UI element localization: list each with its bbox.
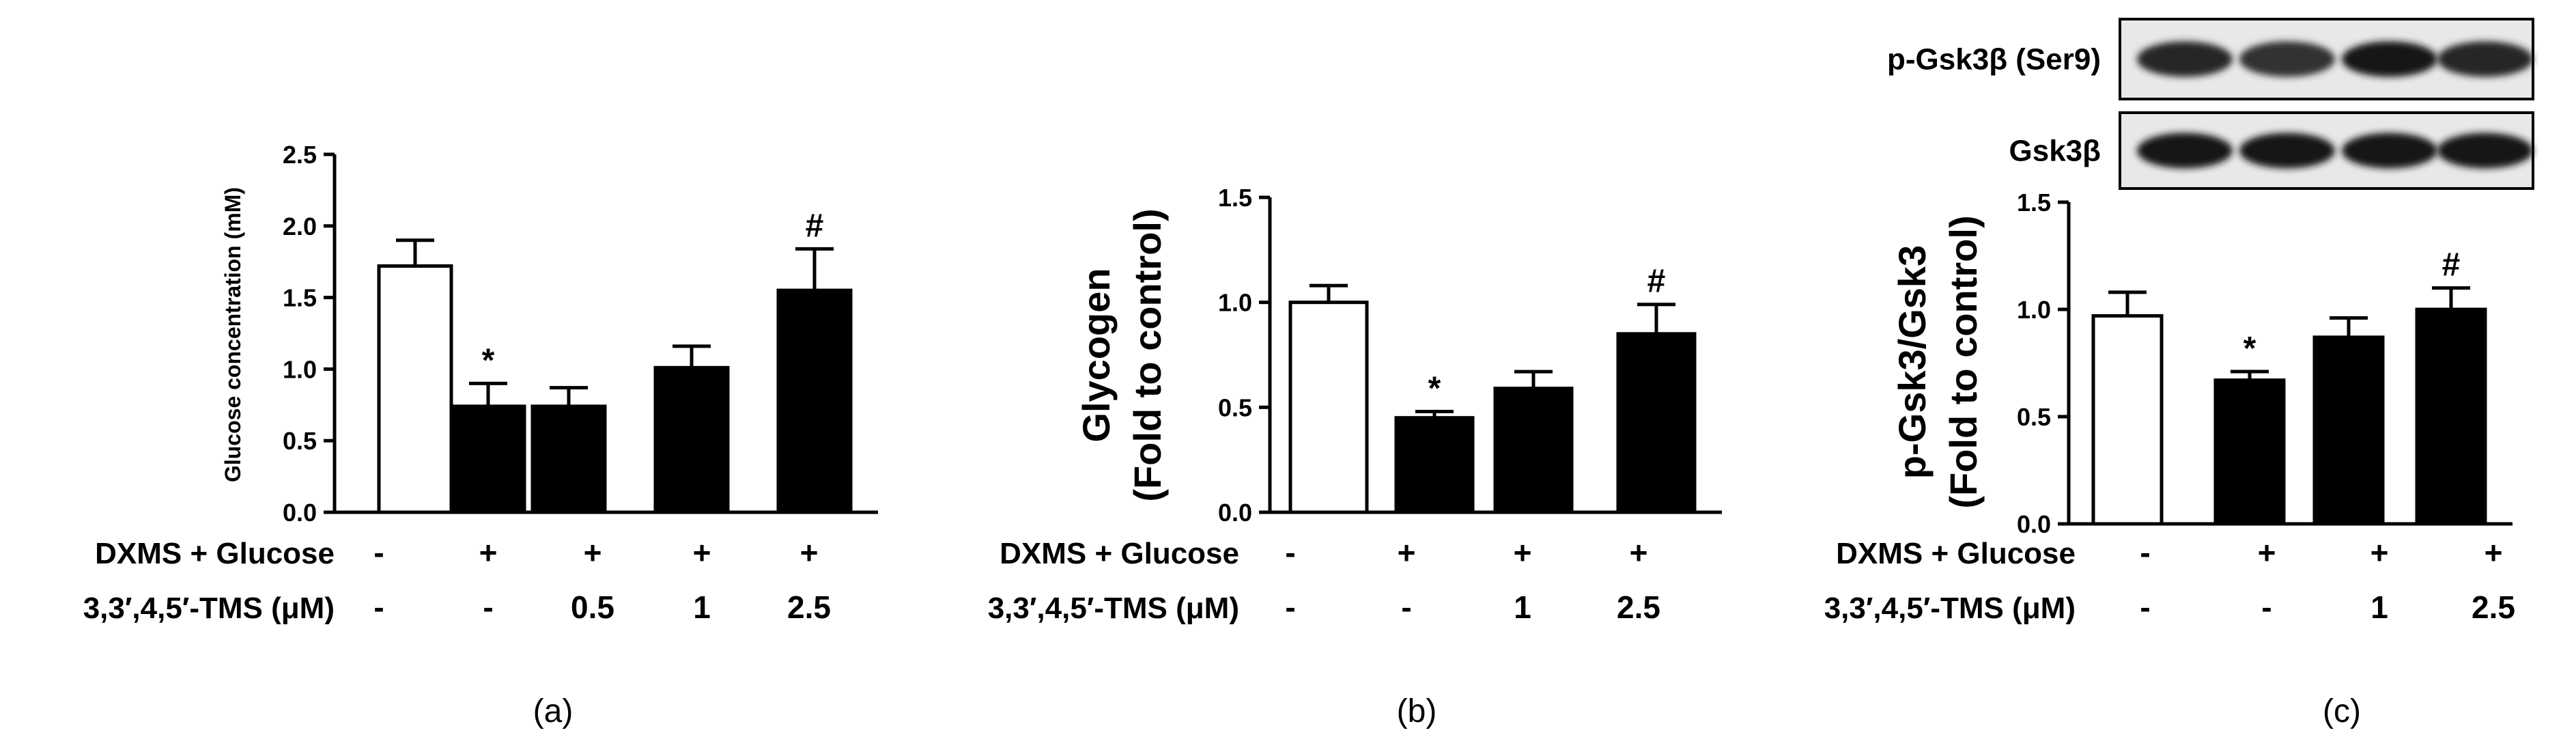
treatment-row-label: DXMS + Glucose xyxy=(1836,537,2076,570)
treatment-symbol: + xyxy=(800,535,819,570)
significance-marker: * xyxy=(2244,331,2256,367)
bar xyxy=(530,404,607,514)
treatment-symbol: + xyxy=(2370,535,2389,570)
western-blot-strip: Gsk3β xyxy=(2009,111,2534,190)
bar xyxy=(377,264,453,514)
treatment-symbol: - xyxy=(2140,589,2150,625)
treatment-symbol: 1 xyxy=(693,589,711,625)
bar xyxy=(1288,301,1369,514)
bar xyxy=(653,365,730,514)
bar xyxy=(2091,314,2164,526)
treatment-row-label: 3,3′,4,5′-TMS (μM) xyxy=(988,591,1239,625)
blot-band xyxy=(2137,41,2233,77)
bar xyxy=(1394,416,1475,514)
treatment-symbol: 2.5 xyxy=(1617,589,1660,625)
y-tick-label: 1.0 xyxy=(1218,289,1252,317)
y-tick-label: 1.5 xyxy=(1218,184,1252,212)
bar xyxy=(1493,387,1574,514)
y-tick-label: 0.5 xyxy=(283,427,317,455)
panel-b: 0.0 0.5 1.0 1.5 Glycogen (Fold to control) * # D… xyxy=(988,184,1722,729)
y-tick-label: 2.5 xyxy=(283,141,317,169)
significance-marker: * xyxy=(1428,370,1441,406)
significance-marker: # xyxy=(2442,247,2461,283)
blot-band xyxy=(2239,133,2335,169)
chart-panels: 0.0 0.5 1.0 1.5 2.0 2.5 Glucose concentration … xyxy=(83,18,2534,729)
blot-band xyxy=(2437,133,2533,169)
treatment-symbol: 2.5 xyxy=(2472,589,2515,625)
bar xyxy=(776,288,853,514)
blot-label: Gsk3β xyxy=(2009,135,2101,168)
significance-marker: # xyxy=(806,208,824,244)
treatment-row-label: DXMS + Glucose xyxy=(95,537,335,570)
significance-marker: # xyxy=(1647,264,1666,300)
blot-band xyxy=(2342,133,2437,169)
treatment-symbol: - xyxy=(373,589,384,625)
treatment-symbol: - xyxy=(1285,535,1295,570)
y-tick-label: 0.0 xyxy=(2017,510,2051,538)
blot-band xyxy=(2437,41,2533,77)
y-axis-label: (Fold to control) xyxy=(1942,215,1985,508)
significance-marker: * xyxy=(482,342,495,378)
treatment-symbol: - xyxy=(373,535,384,570)
treatment-symbol: + xyxy=(1630,535,1648,570)
panel-label: (a) xyxy=(533,693,574,729)
treatment-row-label: 3,3′,4,5′-TMS (μM) xyxy=(1824,591,2076,625)
treatment-symbol: - xyxy=(1401,589,1411,625)
treatment-symbol: - xyxy=(1285,589,1295,625)
blot-band xyxy=(2137,133,2233,169)
y-axis-label: (Fold to control) xyxy=(1126,208,1169,501)
treatment-row-label: DXMS + Glucose xyxy=(1000,537,1239,570)
y-axis-label: Glucose concentration (mM) xyxy=(221,187,245,482)
panel-label: (b) xyxy=(1397,693,1437,729)
treatment-symbol: 0.5 xyxy=(571,589,614,625)
y-axis-label: Glycogen xyxy=(1075,268,1118,442)
bar xyxy=(1616,332,1697,514)
treatment-symbol: + xyxy=(693,535,711,570)
western-blot-strip: p-Gsk3β (Ser9) xyxy=(1887,18,2534,100)
treatment-symbol: - xyxy=(483,589,493,625)
blot-label: p-Gsk3β (Ser9) xyxy=(1887,43,2101,76)
treatment-symbol: + xyxy=(479,535,498,570)
bar xyxy=(2415,307,2487,526)
y-axis-label: p-Gsk3/Gsk3 xyxy=(1891,245,1934,479)
bar xyxy=(450,404,526,514)
treatment-symbol: + xyxy=(584,535,602,570)
y-tick-label: 1.0 xyxy=(2017,296,2051,324)
y-tick-label: 0.5 xyxy=(2017,403,2051,431)
treatment-symbol: - xyxy=(2140,535,2150,570)
treatment-symbol: + xyxy=(1514,535,1532,570)
y-tick-label: 0.0 xyxy=(283,499,317,527)
y-tick-label: 1.5 xyxy=(2017,189,2051,217)
y-tick-label: 0.5 xyxy=(1218,393,1252,421)
treatment-symbol: + xyxy=(2485,535,2503,570)
y-tick-label: 0.0 xyxy=(1218,499,1252,527)
treatment-symbol: - xyxy=(2261,589,2271,625)
panel-c: 0.0 0.5 1.0 1.5 p-Gsk3/Gsk3 (Fold to control)… xyxy=(1824,18,2534,729)
panel-a: 0.0 0.5 1.0 1.5 2.0 2.5 Glucose concentration … xyxy=(83,141,878,729)
blot-band xyxy=(2342,41,2437,77)
y-tick-label: 1.5 xyxy=(283,284,317,312)
treatment-row-label: 3,3′,4,5′-TMS (μM) xyxy=(83,591,335,625)
treatment-symbol: + xyxy=(1398,535,1416,570)
treatment-symbol: 1 xyxy=(1514,589,1531,625)
y-tick-label: 1.0 xyxy=(283,355,317,383)
bar xyxy=(2312,335,2385,526)
treatment-symbol: + xyxy=(2258,535,2276,570)
panel-label: (c) xyxy=(2323,693,2361,729)
treatment-symbol: 2.5 xyxy=(787,589,831,625)
y-tick-label: 2.0 xyxy=(283,212,317,240)
treatment-symbol: 1 xyxy=(2370,589,2388,625)
bar xyxy=(2213,378,2286,526)
blot-band xyxy=(2239,41,2335,77)
